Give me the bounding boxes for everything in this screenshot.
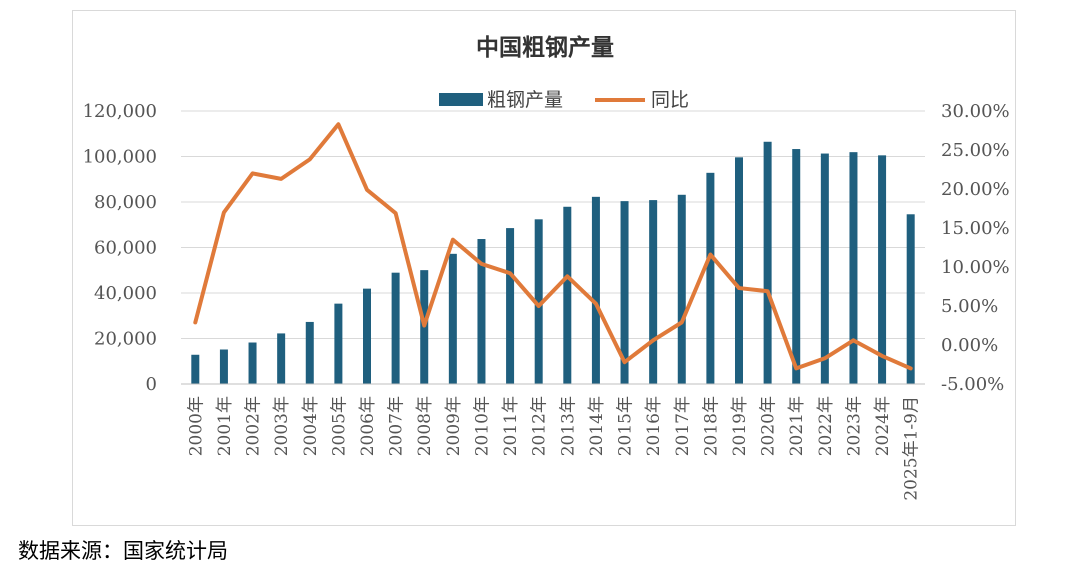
y-left-tick-label: 120,000: [83, 101, 157, 122]
bar: [563, 206, 572, 384]
steel-output-chart: 0 20,000 40,000 60,000 80,000 100,000 120,000 -…: [83, 34, 1010, 501]
bar: [334, 303, 343, 384]
bar: [477, 239, 486, 384]
bar: [649, 200, 658, 384]
x-tick-label: 2021年: [787, 396, 807, 456]
x-tick-label: 2022年: [816, 396, 836, 456]
legend-swatch-bar: [439, 93, 483, 106]
x-tick-label: 2006年: [358, 396, 378, 456]
chart-frame: 0 20,000 40,000 60,000 80,000 100,000 120,000 -…: [72, 10, 1016, 526]
x-tick-label: 2016年: [644, 396, 664, 456]
bar: [677, 194, 686, 384]
bar: [391, 272, 400, 384]
y-right-tick-label: 5.00%: [941, 296, 998, 317]
bar: [363, 288, 371, 384]
y-right-tick-label: 25.00%: [941, 140, 1010, 161]
bar: [906, 214, 915, 384]
y-right-tick-label: -5.00%: [941, 374, 1004, 395]
x-tick-label: 2004年: [301, 396, 321, 456]
y-left-tick-label: 40,000: [94, 283, 157, 304]
y-left-tick-label: 60,000: [94, 238, 157, 259]
bar: [219, 349, 228, 384]
bar: [763, 141, 772, 384]
y-right-tick-label: 0.00%: [941, 335, 998, 356]
x-tick-label: 2008年: [415, 396, 435, 456]
line-series: [193, 122, 913, 371]
x-tick-label: 2013年: [558, 396, 578, 456]
bar: [277, 333, 286, 384]
y-left-tick-label: 0: [146, 374, 157, 395]
x-tick-label: 2025年1-9月: [902, 396, 922, 501]
x-tick-label: 2018年: [701, 396, 721, 456]
x-tick-label: 2000年: [186, 396, 206, 456]
bar: [706, 172, 715, 384]
bar-series: [191, 141, 915, 384]
bar: [506, 228, 515, 384]
x-tick-label: 2020年: [759, 396, 779, 456]
gridlines: [181, 110, 925, 385]
bar: [248, 342, 257, 384]
x-tick-label: 2023年: [844, 396, 864, 456]
x-tick-label: 2005年: [329, 396, 349, 456]
bar: [792, 149, 801, 384]
x-tick-label: 2003年: [272, 396, 292, 456]
bar: [849, 152, 858, 384]
y-right-tick-label: 20.00%: [941, 179, 1010, 200]
x-tick-label: 2024年: [873, 396, 893, 456]
yoy-line: [193, 122, 913, 371]
y-right-tick-label: 10.00%: [941, 257, 1010, 278]
legend-label-line: 同比: [651, 89, 689, 111]
x-tick-label: 2019年: [730, 396, 750, 456]
x-tick-label: 2010年: [472, 396, 492, 456]
bar: [448, 253, 457, 384]
chart-title: 中国粗钢产量: [476, 34, 614, 61]
y-right-tick-label: 15.00%: [941, 218, 1010, 239]
x-tick-label: 2017年: [673, 396, 693, 456]
bar: [620, 201, 629, 384]
bar: [191, 354, 200, 384]
bar: [305, 321, 314, 384]
x-tick-label: 2015年: [616, 396, 636, 456]
bar: [534, 219, 543, 384]
bar: [878, 155, 887, 384]
x-tick-label: 2001年: [215, 396, 235, 456]
y-left-tick-label: 100,000: [83, 147, 157, 168]
y-left-tick-label: 80,000: [94, 192, 157, 213]
y-right-tick-label: 30.00%: [941, 101, 1010, 122]
axes: 0 20,000 40,000 60,000 80,000 100,000 120,000 -…: [83, 101, 1010, 501]
bar: [735, 157, 743, 384]
y-left-tick-label: 20,000: [94, 329, 157, 350]
legend: 粗钢产量 同比: [439, 89, 689, 111]
x-tick-label: 2007年: [387, 396, 407, 456]
x-tick-label: 2009年: [444, 396, 464, 456]
x-tick-label: 2011年: [501, 396, 521, 456]
x-tick-label: 2002年: [244, 396, 264, 456]
source-note: 数据来源：国家统计局: [18, 539, 228, 563]
x-tick-label: 2014年: [587, 396, 607, 456]
bar: [591, 196, 600, 384]
x-tick-label: 2012年: [530, 396, 550, 456]
bar: [820, 153, 829, 384]
legend-label-bar: 粗钢产量: [487, 89, 563, 111]
